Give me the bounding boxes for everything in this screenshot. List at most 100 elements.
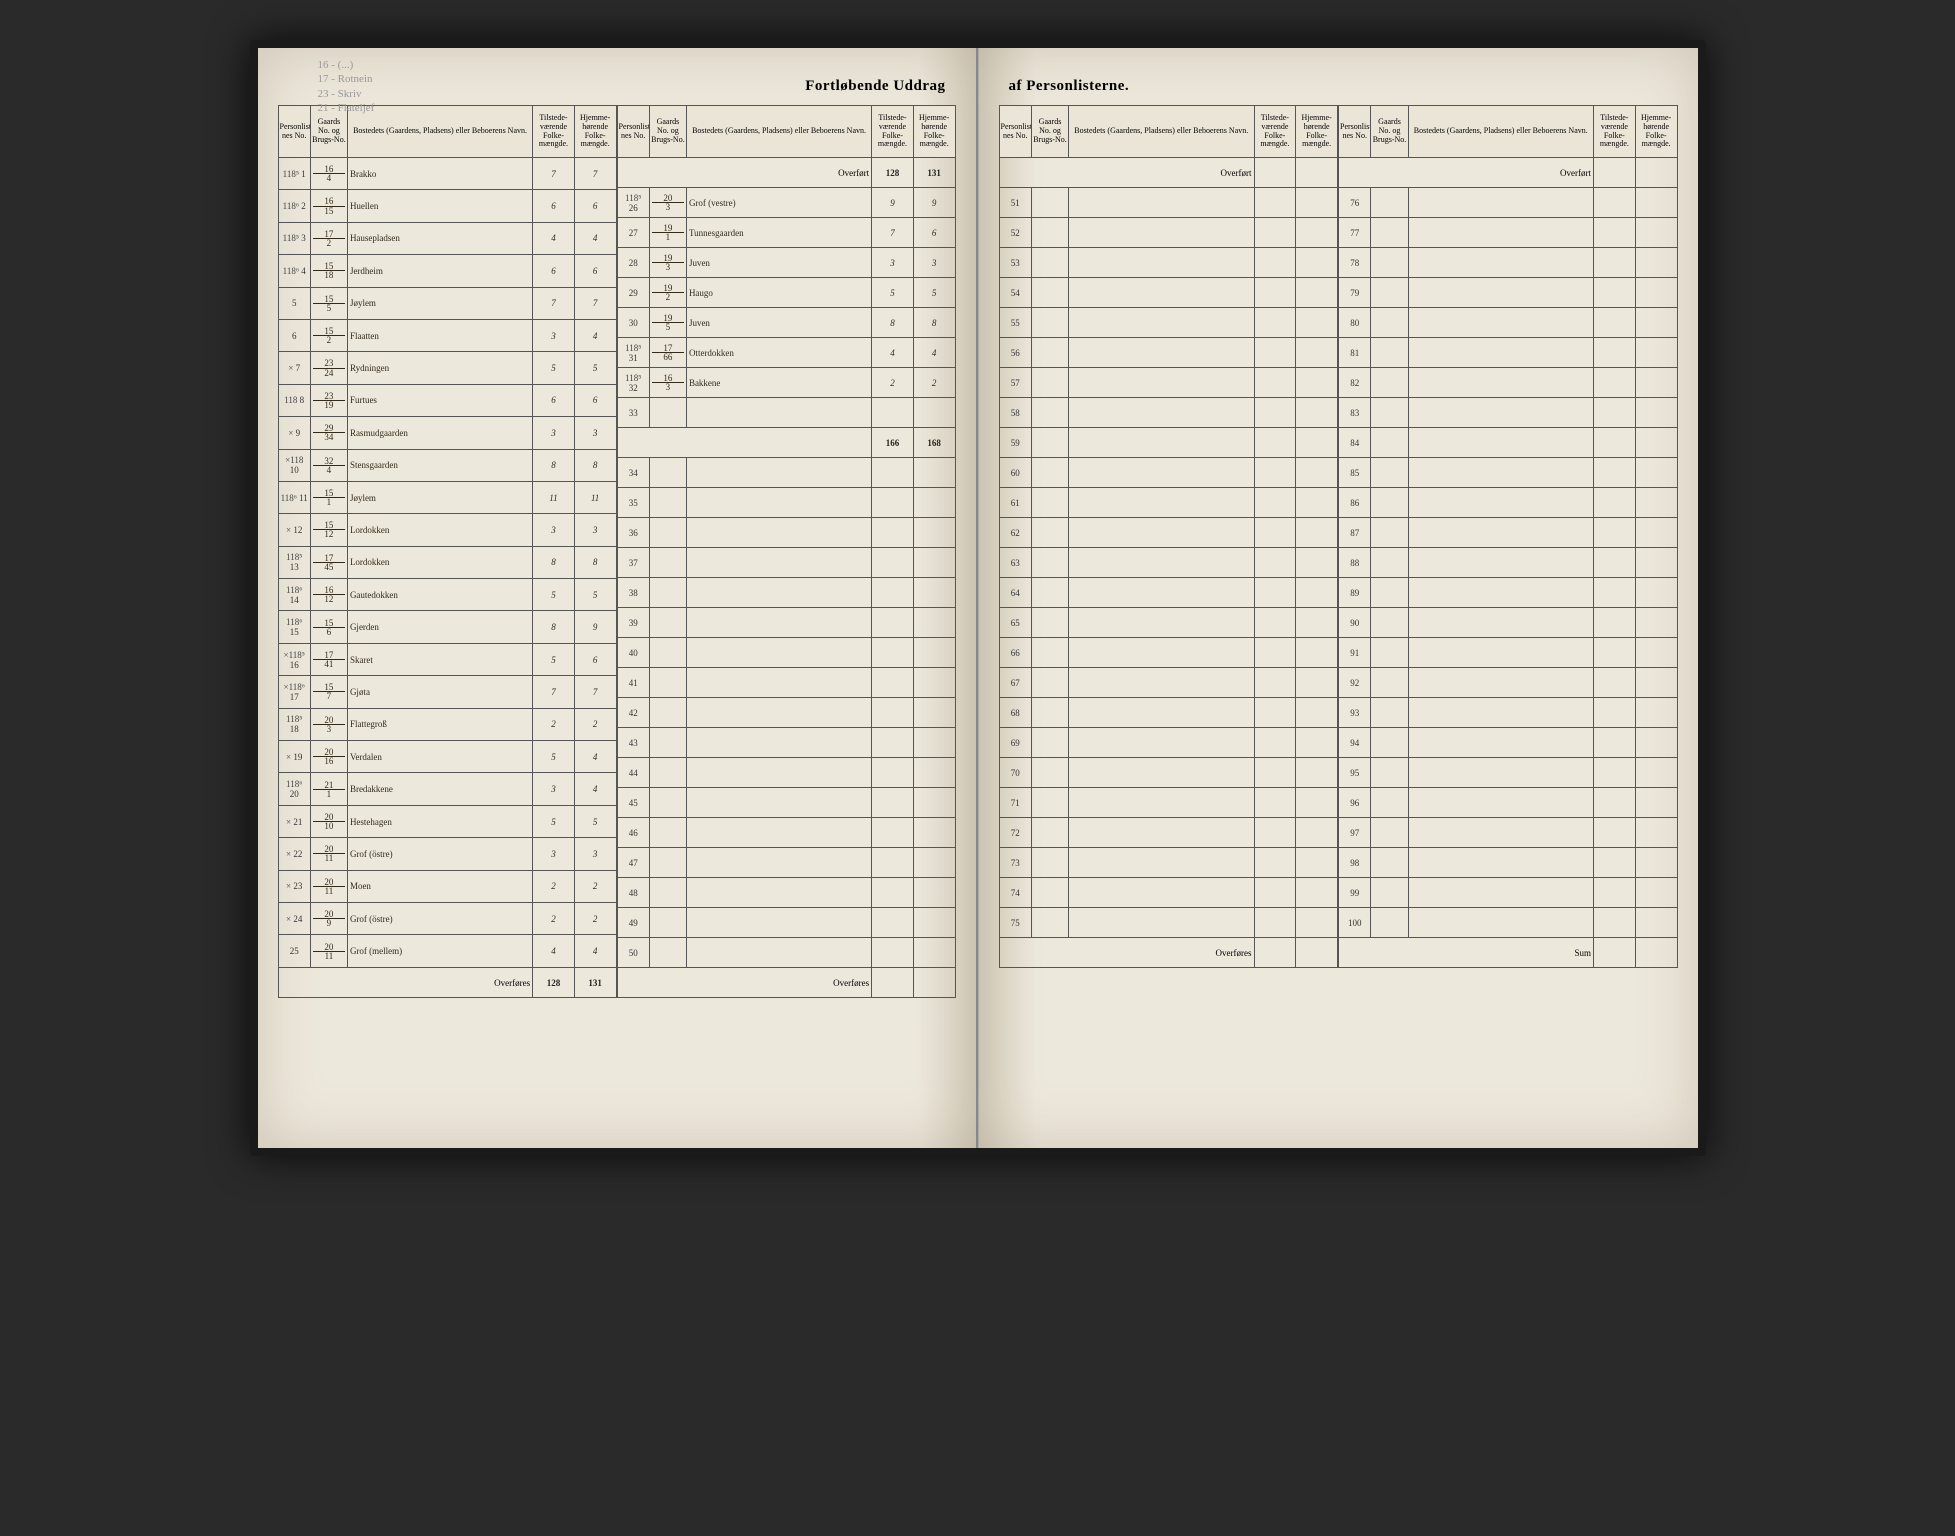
tilstede-count: 3 <box>533 417 575 449</box>
tilstede-count <box>1594 308 1636 338</box>
col-header-bosted: Bostedets (Gaardens, Pladsens) eller Beb… <box>686 106 871 158</box>
hjemme-count <box>1635 278 1677 308</box>
bosted-name: Haugo <box>686 278 871 308</box>
overfort-label: Overført <box>617 158 872 188</box>
person-no: ×118⁶ 17 <box>278 676 310 708</box>
table-row: ×118⁵ 161741Skaret56 <box>278 643 616 675</box>
page-title-left: Fortløbende Uddrag <box>278 78 956 95</box>
bosted-name: Flattegroß <box>347 708 532 740</box>
person-no: × 9 <box>278 417 310 449</box>
tilstede-count <box>1594 218 1636 248</box>
person-no: 40 <box>617 638 649 668</box>
tilstede-count <box>872 638 914 668</box>
bosted-name <box>1408 698 1593 728</box>
gaard-no <box>1371 578 1408 608</box>
person-no: 118 8 <box>278 384 310 416</box>
table-row: 72 <box>999 818 1338 848</box>
gaard-no <box>649 578 686 608</box>
gaard-no <box>649 788 686 818</box>
tilstede-count <box>872 458 914 488</box>
bosted-name <box>1069 398 1254 428</box>
col-header-bosted: Bostedets (Gaardens, Pladsens) eller Beb… <box>1069 106 1254 158</box>
table-row: 77 <box>1339 218 1678 248</box>
gaard-no <box>1031 308 1068 338</box>
tilstede-count: 8 <box>872 308 914 338</box>
tilstede-count <box>872 488 914 518</box>
hjemme-count <box>1635 578 1677 608</box>
hjemme-count: 4 <box>574 935 616 968</box>
hjemme-count <box>1296 818 1338 848</box>
bosted-name <box>1069 248 1254 278</box>
table-row: × 121512Lordokken33 <box>278 514 616 546</box>
tilstede-count <box>1254 458 1296 488</box>
gaard-no: 2010 <box>310 805 347 837</box>
person-no: 118⁶ 14 <box>278 579 310 611</box>
page-title-right: af Personlisterne. <box>999 78 1678 95</box>
hjemme-count <box>1296 728 1338 758</box>
hjemme-count <box>1296 908 1338 938</box>
table-row: × 24209Grof (östre)22 <box>278 902 616 934</box>
person-no: 33 <box>617 398 649 428</box>
bosted-name <box>1069 818 1254 848</box>
gaard-no <box>1371 398 1408 428</box>
person-no: × 23 <box>278 870 310 902</box>
person-no: 72 <box>999 818 1031 848</box>
col-header-bosted: Bostedets (Gaardens, Pladsens) eller Beb… <box>347 106 532 158</box>
person-no: 56 <box>999 338 1031 368</box>
table-row: 118⁶ 141612Gautedokken55 <box>278 579 616 611</box>
gaard-no <box>1031 638 1068 668</box>
gaard-no <box>1371 668 1408 698</box>
tilstede-count <box>1594 608 1636 638</box>
overfort-row: Overført <box>1339 158 1678 188</box>
bosted-name <box>1069 848 1254 878</box>
gaard-no <box>1371 518 1408 548</box>
table-row: 79 <box>1339 278 1678 308</box>
tilstede-count: 2 <box>872 368 914 398</box>
gaard-no <box>1371 788 1408 818</box>
overfort-row: Overført <box>999 158 1338 188</box>
table-row: 118⁶ 41518Jerdheim66 <box>278 255 616 287</box>
table-row: 6152Flaatten34 <box>278 319 616 351</box>
person-no: 43 <box>617 728 649 758</box>
bosted-name <box>686 788 871 818</box>
tilstede-count: 9 <box>872 188 914 218</box>
gaard-no <box>649 938 686 968</box>
bosted-name <box>686 818 871 848</box>
bosted-name <box>1069 278 1254 308</box>
person-no: 118⁵ 1 <box>278 158 310 190</box>
table-row: 118 82319Furtues66 <box>278 384 616 416</box>
person-no: 59 <box>999 428 1031 458</box>
col-header-bosted: Bostedets (Gaardens, Pladsens) eller Beb… <box>1408 106 1593 158</box>
bosted-name <box>1069 308 1254 338</box>
person-no: 89 <box>1339 578 1371 608</box>
person-no: 118⁵ 31 <box>617 338 649 368</box>
hjemme-count <box>1296 368 1338 398</box>
bosted-name <box>1069 608 1254 638</box>
gaard-no <box>1371 488 1408 518</box>
hjemme-count <box>913 698 955 728</box>
person-no: 88 <box>1339 548 1371 578</box>
bosted-name <box>1069 218 1254 248</box>
tilstede-count <box>1594 638 1636 668</box>
tilstede-count: 4 <box>872 338 914 368</box>
gaard-no <box>1031 608 1068 638</box>
table-row: 46 <box>617 818 955 848</box>
table-row: 78 <box>1339 248 1678 278</box>
gaard-no <box>1371 728 1408 758</box>
person-no: 45 <box>617 788 649 818</box>
person-no: 83 <box>1339 398 1371 428</box>
bosted-name <box>686 908 871 938</box>
person-no: 96 <box>1339 788 1371 818</box>
bosted-name <box>1408 638 1593 668</box>
bosted-name <box>1069 698 1254 728</box>
bosted-name: Hausepladsen <box>347 222 532 254</box>
bosted-name: Jerdheim <box>347 255 532 287</box>
gaard-no <box>649 908 686 938</box>
table-row: 118⁵ 1164Brakko77 <box>278 158 616 190</box>
bosted-name: Tunnesgaarden <box>686 218 871 248</box>
person-no: 46 <box>617 818 649 848</box>
hjemme-count: 6 <box>913 218 955 248</box>
gaard-no <box>1031 668 1068 698</box>
table-row: 65 <box>999 608 1338 638</box>
tilstede-count: 3 <box>533 838 575 870</box>
